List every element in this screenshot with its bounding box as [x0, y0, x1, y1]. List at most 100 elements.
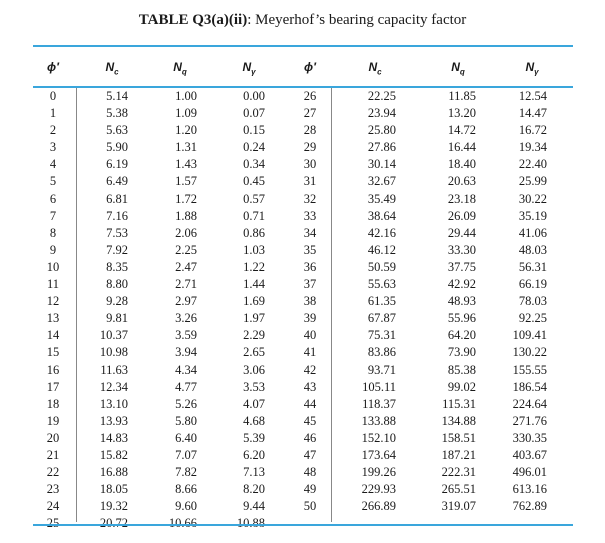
table-cell: 15.82: [99, 447, 128, 462]
table-cell: 61.35: [367, 294, 396, 309]
table-cell: 6.19: [106, 157, 128, 172]
table-cell: 49: [303, 482, 317, 497]
table-cell: 130.22: [512, 345, 547, 360]
table-cell: 47: [303, 447, 317, 462]
table-cell: 7.13: [243, 465, 265, 480]
table-cell: 33: [303, 208, 317, 223]
table-cell: 266.89: [361, 499, 396, 514]
table-cell: 22.40: [518, 157, 547, 172]
table-cell: 3.26: [175, 311, 197, 326]
table-cell: 224.64: [512, 396, 547, 411]
table-cell: 0.57: [243, 191, 265, 206]
table-cell: 75.31: [367, 328, 396, 343]
table-cell: 2.65: [243, 345, 265, 360]
table-cell: 9.81: [106, 311, 128, 326]
header-nq-right: Nq: [451, 60, 465, 77]
table-cell: 10.98: [99, 345, 128, 360]
table-cell: 152.10: [361, 430, 396, 445]
table-cell: 37: [303, 277, 317, 292]
table-cell: 6.49: [106, 174, 128, 189]
table-cell: 2: [49, 123, 57, 138]
table-cell: 22: [46, 465, 60, 480]
table-cell: 1.43: [175, 157, 197, 172]
table-cell: 27.86: [367, 140, 396, 155]
table-cell: 40: [303, 328, 317, 343]
table-cell: 1.03: [243, 242, 265, 257]
table-cell: 5: [49, 174, 57, 189]
table-cell: 42: [303, 362, 317, 377]
table-cell: 19.34: [518, 140, 547, 155]
table-cell: 92.25: [518, 311, 547, 326]
table-cell: 20.72: [90, 515, 128, 532]
table-cell: 23.18: [447, 191, 476, 206]
table-cell: 105.11: [362, 379, 396, 394]
table-cell: 20: [46, 430, 60, 445]
table-cell: 48: [303, 465, 317, 480]
table-cell: 78.03: [518, 294, 547, 309]
table-cell: 4.77: [175, 379, 197, 394]
table-cell: 186.54: [512, 379, 547, 394]
table-cell: 109.41: [512, 328, 547, 343]
table-cell: 67.87: [367, 311, 396, 326]
table-cell: 25: [33, 515, 73, 532]
table-title: TABLE Q3(a)(ii): Meyerhof’s bearing capa…: [0, 12, 605, 29]
table-cell: 6.40: [175, 430, 197, 445]
table-cell: 33.30: [447, 242, 476, 257]
table-cell: 6.20: [243, 447, 265, 462]
table-cell: 1.22: [243, 259, 265, 274]
table-cell: 36: [303, 259, 317, 274]
table-cell: 13: [46, 311, 60, 326]
table-cell: 1.97: [243, 311, 265, 326]
table-cell: 18: [46, 396, 60, 411]
table-cell: 11: [46, 277, 60, 292]
table-cell: 13.10: [99, 396, 128, 411]
table-cell: 35.49: [367, 191, 396, 206]
table-cell: 1: [49, 106, 57, 121]
column-phi-left: 0 1 2 3 4 5 6 7 8 9 10 11 12 13 14 15 16 17 18 19 20 21 22 23 24…: [33, 88, 73, 532]
table-cell: 10: [46, 259, 60, 274]
table-cell: 1.44: [243, 277, 265, 292]
table-cell: 6: [49, 191, 57, 206]
table-cell: 8.20: [243, 482, 265, 497]
table-cell: 1.69: [243, 294, 265, 309]
table-cell: 7.82: [175, 465, 197, 480]
table-cell: 403.67: [512, 447, 547, 462]
table-cell: 43: [303, 379, 317, 394]
table-cell: 10.37: [99, 328, 128, 343]
table-cell: 30: [303, 157, 317, 172]
bottom-rule: [33, 524, 573, 526]
table-cell: 32: [303, 191, 317, 206]
table-cell: 13.93: [99, 413, 128, 428]
table-cell: 1.57: [175, 174, 197, 189]
table-cell: 3.94: [175, 345, 197, 360]
table-cell: 55.63: [367, 277, 396, 292]
table-cell: 0: [49, 89, 57, 103]
table-cell: 50: [303, 499, 317, 514]
header-ngamma-left: Nγ: [242, 60, 256, 77]
column-nc-left: 5.14 5.38 5.63 5.90 6.19 6.49 6.81 7.16 7.53 7.92…: [90, 88, 128, 532]
table-cell: 3: [49, 140, 57, 155]
table-cell: 29: [303, 140, 317, 155]
table-cell: 38.64: [367, 208, 396, 223]
table-cell: 11.85: [448, 89, 476, 103]
table-cell: 46.12: [367, 242, 396, 257]
table-cell: 2.29: [243, 328, 265, 343]
table-cell: 30.14: [367, 157, 396, 172]
table-cell: 8.35: [106, 259, 128, 274]
table-cell: 18.40: [447, 157, 476, 172]
table-cell: 20.63: [447, 174, 476, 189]
table-cell: 41.06: [518, 225, 547, 240]
table-cell: 11.63: [100, 362, 128, 377]
column-nq-right: 11.85 13.20 14.72 16.44 18.40 20.63 23.18 26.09…: [432, 88, 476, 515]
table-cell: 48.93: [447, 294, 476, 309]
table-cell: 73.90: [447, 345, 476, 360]
column-phi-right: 26 27 28 29 30 31 32 33 34 35 36 37 38 39 40 41 42 43 44 45…: [292, 88, 328, 515]
table-cell: 48.03: [518, 242, 547, 257]
table-cell: 0.15: [243, 123, 265, 138]
table-caption: : Meyerhof’s bearing capacity factor: [247, 12, 467, 28]
table-cell: 118.37: [362, 396, 396, 411]
table-cell: 25.99: [518, 174, 547, 189]
table-cell: 3.06: [243, 362, 265, 377]
table-cell: 55.96: [447, 311, 476, 326]
table-cell: 56.31: [518, 259, 547, 274]
